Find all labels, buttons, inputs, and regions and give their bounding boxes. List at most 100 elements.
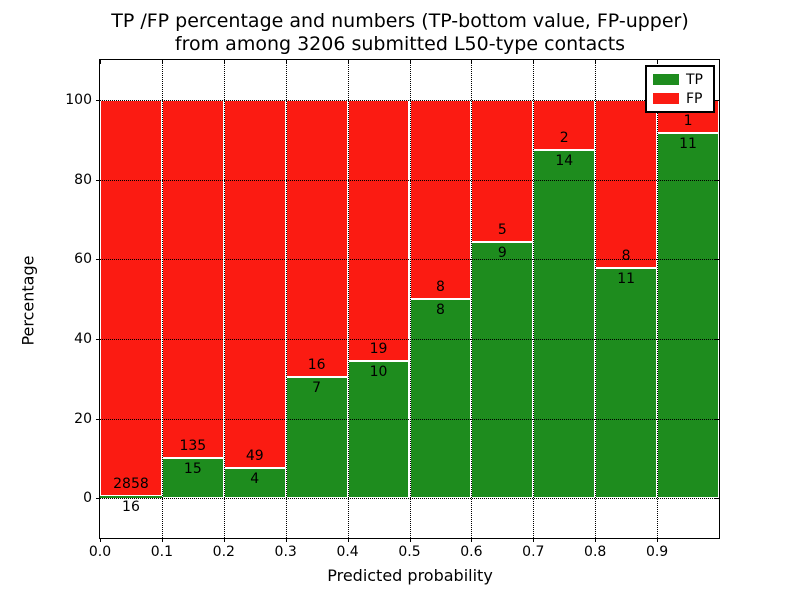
fp-count-label: 135 [179,438,207,455]
fp-count-label: 49 [245,448,264,465]
x-top-tick-mark [285,60,287,64]
x-tick-label: 0.1 [150,544,174,560]
y-tick-label: 0 [83,490,92,507]
vertical-gridline [409,60,411,538]
fp-count-label: 2 [559,129,569,146]
y-right-tick-mark [715,338,719,340]
y-axis-label: Percentage [18,255,38,346]
vertical-gridline [161,60,163,538]
tp-count-label: 10 [369,363,388,380]
y-tick-label: 100 [65,91,92,108]
horizontal-gridline [100,498,719,500]
vertical-gridline [595,60,597,538]
fp-count-label: 16 [307,356,326,373]
chart-title-line1: TP /FP percentage and numbers (TP-bottom… [111,10,689,32]
plot-area: TP FP 2858 16 135 15 49 4 16 7 19 10 8 8 5 9 2 14 8 11 1 11 [99,59,720,539]
vertical-gridline [471,60,473,538]
bar-segment-tp [409,299,472,499]
y-right-tick-mark [715,418,719,420]
tp-count-label: 11 [617,270,636,287]
vertical-gridline [347,60,349,538]
x-tick-label: 0.7 [522,544,545,560]
horizontal-gridline [100,338,719,340]
bar-segment-tp [595,267,658,499]
y-tick-mark [96,338,100,340]
legend-label-fp: FP [686,90,703,107]
legend-swatch-tp-icon [653,74,679,85]
x-tick-mark [285,538,287,542]
bar-segment-fp [223,99,286,469]
fp-count-label: 8 [435,279,445,295]
x-top-tick-mark [657,60,659,64]
x-tick-label: 0.0 [88,544,112,560]
bar-segment-fp [161,99,224,459]
bar-segment-tp [657,133,719,499]
y-tick-label: 80 [74,171,92,188]
y-tick-label: 40 [74,330,92,347]
y-tick-mark [96,179,100,181]
x-top-tick-mark [161,60,163,64]
x-top-tick-mark [533,60,535,64]
vertical-gridline [533,60,535,538]
x-tick-mark [100,538,101,542]
y-right-tick-mark [715,179,719,181]
y-tick-label: 60 [74,251,92,268]
x-tick-label: 0.3 [274,544,297,560]
x-top-tick-mark [347,60,349,64]
y-right-tick-mark [715,259,719,261]
x-tick-label: 0.2 [212,544,235,560]
y-tick-label: 20 [74,410,92,427]
legend-item-fp: FP [653,92,713,106]
x-top-tick-mark [100,60,101,64]
x-tick-mark [223,538,225,542]
tp-count-label: 15 [183,461,202,478]
y-right-tick-mark [715,498,719,500]
legend-item-tp: TP [653,73,713,87]
x-tick-label: 0.5 [398,544,421,560]
fp-count-label: 19 [369,340,388,357]
bar-segment-fp [285,99,348,377]
bar-segment-tp [100,495,162,499]
bar-segment-fp [100,99,162,496]
tp-count-label: 7 [312,379,322,396]
y-tick-mark [96,99,100,101]
vertical-gridline [657,60,659,538]
x-axis-label: Predicted probability [327,566,493,585]
x-top-tick-mark [471,60,473,64]
x-top-tick-mark [409,60,411,64]
y-tick-mark [96,418,100,420]
chart-title: TP /FP percentage and numbers (TP-bottom… [0,10,800,56]
horizontal-gridline [100,99,719,101]
bar-segment-fp [409,99,472,299]
horizontal-gridline [100,179,719,181]
bar-segment-tp [223,468,286,499]
bar-segment-fp [347,99,410,361]
x-tick-mark [347,538,349,542]
tp-count-label: 14 [555,152,574,169]
bar-segment-tp [347,360,410,499]
x-tick-label: 0.8 [584,544,607,560]
x-tick-label: 0.6 [460,544,483,560]
tp-count-label: 16 [122,498,140,515]
x-top-tick-mark [223,60,225,64]
tp-count-label: 4 [250,471,260,488]
y-tick-mark [96,498,100,500]
horizontal-gridline [100,418,719,420]
x-tick-label: 0.4 [336,544,359,560]
vertical-gridline [285,60,287,538]
fp-count-label: 2858 [113,475,149,492]
x-tick-mark [161,538,163,542]
x-tick-mark [471,538,473,542]
legend: TP FP [645,65,715,113]
tp-count-label: 9 [497,245,507,262]
bar-segment-tp [533,149,596,499]
bar-segment-fp [471,99,534,243]
chart-title-line2: from among 3206 submitted L50-type conta… [174,33,626,55]
bar-segment-tp [285,376,348,499]
x-tick-mark [657,538,659,542]
fp-count-label: 8 [621,247,631,264]
tp-count-label: 8 [435,302,445,318]
fp-count-label: 1 [683,113,693,130]
x-tick-label: 0.9 [645,544,669,560]
